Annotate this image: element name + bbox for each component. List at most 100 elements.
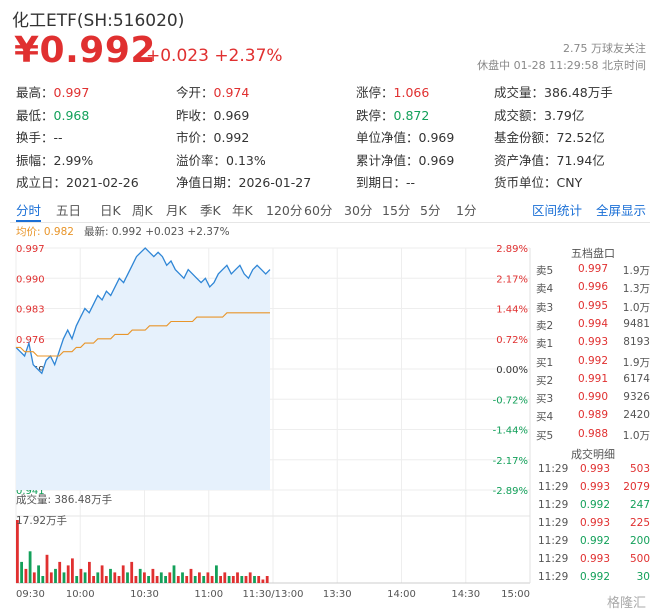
volume-bar: [206, 572, 210, 583]
volume-bar: [16, 520, 19, 583]
x-tick-label: 09:30: [16, 589, 45, 600]
tab-0[interactable]: 分时: [16, 200, 42, 222]
stat-label: 净值日期：: [176, 175, 239, 190]
tab-2[interactable]: 日K: [100, 203, 121, 218]
x-tick-label: 10:00: [66, 589, 95, 600]
volume-bar: [62, 572, 66, 583]
y-tick-label-right: -1.44%: [493, 426, 528, 437]
volume-bar: [88, 561, 91, 583]
trade-price: 0.992: [579, 571, 610, 583]
trade-row: 11:29 0.992 200: [538, 535, 654, 553]
order-volume: 1.0万: [622, 429, 650, 442]
current-price: ¥0.992: [14, 30, 156, 71]
stat-value: 2021-02-26: [66, 175, 139, 190]
trade-time: 11:29: [538, 553, 569, 565]
tab-3[interactable]: 周K: [132, 203, 153, 218]
order-volume: 6174: [623, 372, 650, 385]
tab-8[interactable]: 60分: [304, 203, 333, 218]
tab-12[interactable]: 1分: [456, 203, 477, 218]
stat-label: 今开：: [176, 85, 214, 100]
tab-5[interactable]: 季K: [200, 203, 221, 218]
trade-volume: 500: [629, 553, 650, 565]
volume-bar: [227, 576, 231, 583]
y-tick-label: 0.976: [16, 335, 45, 346]
stat-value: 2.99%: [53, 152, 94, 168]
stat-label: 市价：: [176, 130, 214, 145]
tab-11[interactable]: 5分: [420, 203, 441, 218]
volume-bar: [155, 576, 159, 583]
stat-row: 最低：0.968 昨收：0.969 跌停：0.872 成交额：3.79亿: [16, 105, 646, 128]
volume-bar: [54, 568, 57, 583]
stat-row: 换手：-- 市价：0.992 单位净值：0.969 基金份额：72.52亿: [16, 127, 646, 150]
y-tick-label-right: 1.44%: [496, 305, 528, 316]
volume-bar: [71, 558, 74, 583]
volume-bar: [37, 565, 40, 583]
trade-time: 11:29: [538, 517, 569, 529]
volume-bar: [20, 561, 23, 583]
trade-row: 11:29 0.993 2079: [538, 481, 654, 499]
security-title: 化工ETF(SH:516020): [12, 11, 185, 31]
tab-1[interactable]: 五日: [56, 203, 82, 218]
volume-bar: [138, 568, 142, 583]
volume-bar: [159, 572, 163, 583]
volume-bar: [164, 576, 167, 583]
y-tick-label-right: 0.00%: [496, 365, 528, 376]
volume-bar: [172, 565, 176, 583]
trade-row: 11:29 0.993 225: [538, 517, 654, 535]
stat-value: --: [406, 175, 416, 190]
tab-6[interactable]: 年K: [232, 203, 253, 218]
trade-time: 11:29: [538, 571, 569, 583]
order-price: 0.991: [577, 372, 608, 385]
volume-bar: [151, 568, 155, 583]
stat-cell: 货币单位：CNY: [494, 172, 582, 191]
x-tick-label: 15:00: [501, 589, 530, 600]
volume-bar: [28, 551, 32, 583]
stat-cell: 溢价率：0.13%: [176, 150, 266, 169]
stat-cell: 成交额：3.79亿: [494, 105, 584, 124]
stat-cell: 累计净值：0.969: [356, 150, 454, 169]
volume-bar: [100, 565, 104, 583]
x-tick-label: 14:30: [451, 589, 480, 600]
volume-bar: [189, 568, 193, 583]
order-volume: 9326: [623, 391, 650, 404]
stat-cell: 成立日：2021-02-26: [16, 172, 139, 191]
trade-price: 0.993: [579, 481, 610, 493]
volume-bar: [261, 579, 265, 583]
trade-price: 0.993: [579, 517, 610, 529]
tab-4[interactable]: 月K: [166, 203, 187, 218]
stat-value: 0.969: [418, 130, 455, 145]
stat-label: 成交额：: [494, 107, 545, 123]
stat-row: 成立日：2021-02-26 净值日期：2026-01-27 到期日：-- 货币单位：…: [16, 172, 646, 195]
y-tick-label-right: -2.89%: [493, 486, 528, 497]
price-change: +0.023 +2.37%: [146, 46, 283, 66]
stat-label: 累计净值：: [356, 152, 419, 168]
volume-bar: [49, 572, 53, 583]
order-book-row: 卖1 0.993 8193: [536, 336, 654, 353]
stat-label: 跌停：: [356, 107, 394, 123]
stat-cell: 到期日：--: [356, 172, 415, 191]
tab-10[interactable]: 15分: [382, 203, 411, 218]
fullscreen-link[interactable]: 全屏显示: [596, 203, 647, 218]
stat-value: 0.974: [213, 85, 250, 100]
range-stats-link[interactable]: 区间统计: [532, 203, 583, 218]
stat-cell: 最高：0.997: [16, 82, 89, 101]
intraday-chart[interactable]: 0.9970.9900.9830.9760.9690.9620.9550.948…: [0, 234, 656, 615]
volume-bar: [58, 561, 62, 583]
volume-bar: [96, 572, 100, 583]
stat-label: 振幅：: [16, 152, 54, 168]
volume-bar: [236, 572, 239, 583]
stat-value: 3.79亿: [544, 107, 585, 123]
y-tick-label-right: -2.17%: [493, 456, 528, 467]
tab-7[interactable]: 120分: [266, 203, 303, 218]
order-volume: 9481: [623, 317, 650, 330]
volume-bar: [24, 568, 28, 583]
watermark-logo: 格隆汇: [606, 596, 646, 611]
order-book-row: 买3 0.990 9326: [536, 391, 654, 408]
y-tick-label: 0.983: [16, 305, 45, 316]
order-level-label: 卖3: [536, 301, 554, 314]
volume-bar: [202, 576, 206, 583]
tab-9[interactable]: 30分: [344, 203, 373, 218]
volume-bar: [109, 568, 112, 583]
x-tick-label: 13:30: [323, 589, 352, 600]
volume-bar: [126, 572, 129, 583]
